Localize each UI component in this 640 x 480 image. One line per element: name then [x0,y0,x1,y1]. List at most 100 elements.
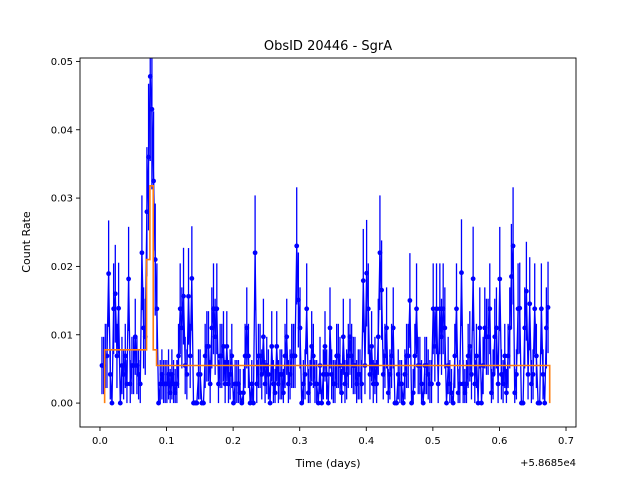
data-point [489,390,494,396]
data-point [430,306,436,312]
data-point [364,270,370,276]
data-point [211,306,216,312]
data-point [181,293,186,299]
data-point [492,334,498,340]
data-point [444,400,449,406]
data-point [179,325,185,331]
data-point [141,325,146,331]
data-point [524,288,529,294]
data-point [184,371,190,377]
data-point [271,381,276,387]
data-point [164,381,170,387]
data-point [224,343,230,349]
y-tick-label: 0.05 [51,57,73,68]
data-point [194,400,200,406]
data-point [259,371,265,377]
data-point [344,371,350,377]
data-point [537,400,543,406]
data-point [449,390,454,396]
data-point [369,343,375,349]
data-point [387,371,393,377]
data-point [462,390,468,396]
data-point [212,334,218,340]
data-point [510,243,516,249]
x-tick-label: 0.5 [425,436,441,447]
data-point [117,400,123,406]
x-tick-label: 0.4 [358,436,374,447]
data-point [512,390,518,396]
data-point [309,343,315,349]
data-point [226,381,231,387]
data-point [495,381,501,387]
data-point [442,325,448,331]
data-point [146,154,151,160]
data-point [414,306,419,312]
data-point [395,371,401,377]
data-point [507,325,513,331]
data-point [420,400,426,406]
data-point [405,353,411,359]
x-tick-label: 0.6 [491,436,507,447]
data-point [324,371,330,377]
data-point [357,371,363,377]
data-point [119,363,125,368]
data-point [236,381,241,387]
data-point [374,381,380,387]
data-point [367,371,373,377]
data-point [287,371,293,377]
data-point [490,371,496,377]
data-point [542,400,548,406]
data-point [377,250,383,256]
data-point [389,353,394,359]
data-point [517,305,523,311]
data-point [314,381,320,387]
data-point [543,325,549,331]
data-point [470,276,476,282]
data-point [174,381,180,387]
data-point [455,390,461,396]
data-point [109,400,115,406]
data-point [382,353,388,359]
data-point [209,325,215,331]
data-point [457,381,463,387]
data-point [305,390,311,396]
data-point [231,400,236,406]
data-point [131,363,136,368]
data-point [257,353,263,359]
data-point [467,343,473,349]
data-point [269,343,275,349]
data-point [177,306,183,312]
data-point [147,74,153,79]
data-point [340,334,346,340]
data-point [402,371,408,377]
data-point [295,297,301,303]
data-point [112,291,118,297]
data-point [514,371,519,377]
data-point [327,325,333,331]
data-point [249,381,255,387]
data-point [474,353,479,359]
data-point [412,353,418,359]
data-point [299,400,305,406]
data-point [222,381,228,387]
data-point [156,400,161,406]
data-point [292,353,298,359]
data-point [307,381,313,387]
data-point [339,390,345,396]
data-point [497,276,503,282]
y-axis-label: Count Rate [20,211,33,273]
data-point [189,276,195,281]
data-point [171,381,176,387]
data-point [121,371,127,377]
data-point [246,353,251,359]
data-point [132,334,138,340]
data-point [322,343,328,349]
x-tick-label: 0.1 [159,436,175,447]
data-point [379,287,384,293]
data-point [482,325,488,331]
data-point [207,381,213,387]
data-point [280,390,286,396]
data-point [279,371,285,377]
data-point [335,353,341,359]
